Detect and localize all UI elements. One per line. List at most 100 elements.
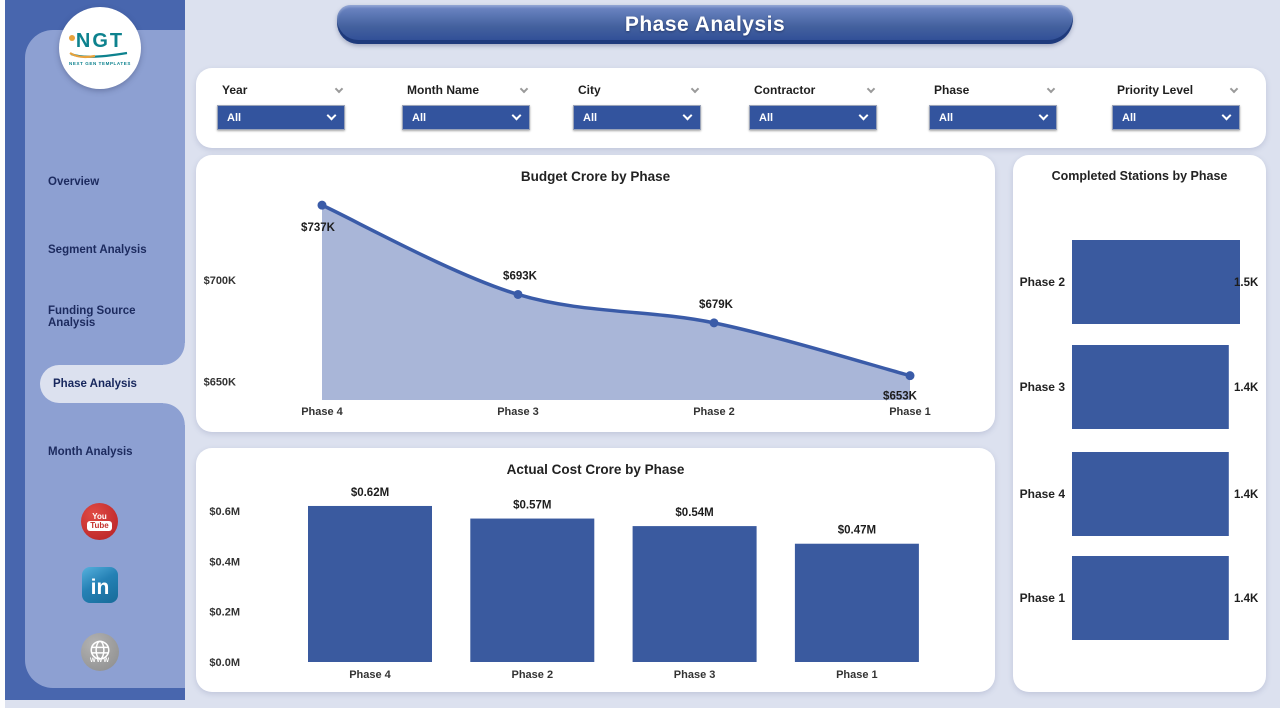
- data-label: $653K: [883, 391, 918, 403]
- filter-year: Year All: [217, 82, 345, 130]
- website-globe-icon[interactable]: WWW: [81, 633, 119, 671]
- x-axis-label: Phase 3: [674, 669, 716, 681]
- filter-header[interactable]: Month Name: [402, 82, 530, 98]
- y-axis-label: $700K: [204, 275, 236, 287]
- bar: [632, 526, 757, 662]
- x-axis-label: Phase 1: [889, 406, 931, 418]
- y-axis-label: $0.0M: [209, 657, 240, 669]
- bar-label: 1.4K: [1234, 593, 1259, 605]
- left-edge-strip: [0, 0, 5, 708]
- chart-title: Budget Crore by Phase: [520, 169, 671, 184]
- filter-month-name: Month Name All: [402, 82, 530, 130]
- chevron-down-icon: [334, 84, 344, 93]
- globe-glyph-icon: [90, 640, 110, 660]
- sidebar-item-segment-analysis[interactable]: Segment Analysis: [48, 231, 185, 269]
- contractor-dropdown[interactable]: All: [749, 105, 877, 130]
- bar-label: $0.57M: [513, 500, 551, 512]
- data-label: $737K: [301, 222, 336, 234]
- trend-line: [321, 203, 911, 378]
- youtube-icon-text: Tube: [87, 521, 112, 531]
- x-axis-label: Phase 2: [693, 406, 735, 418]
- x-axis-label: Phase 1: [836, 669, 878, 681]
- chevron-down-icon: [1046, 84, 1056, 93]
- website-icon-text: WWW: [90, 658, 110, 664]
- filter-label: Year: [222, 83, 248, 97]
- bar-label: 1.4K: [1234, 382, 1259, 394]
- sidebar-item-overview[interactable]: Overview: [48, 163, 185, 201]
- dropdown-value: All: [939, 111, 954, 124]
- youtube-icon-text: You: [92, 512, 107, 521]
- bar: [308, 505, 432, 662]
- data-point: [513, 289, 523, 299]
- dropdown-value: All: [1122, 111, 1137, 124]
- bar-label: 1.4K: [1234, 489, 1259, 501]
- logo-swoosh-icon: [69, 51, 128, 58]
- bar-label: $0.47M: [838, 525, 876, 537]
- data-label: $693K: [503, 270, 538, 282]
- chevron-down-icon: [690, 84, 700, 93]
- chevron-down-icon: [1221, 110, 1232, 121]
- category-label: Phase 4: [1020, 487, 1066, 501]
- bar: [1072, 345, 1229, 429]
- chevron-down-icon: [511, 110, 522, 121]
- x-axis-label: Phase 2: [512, 669, 554, 681]
- filter-header[interactable]: Contractor: [749, 82, 877, 98]
- bar: [1072, 240, 1240, 324]
- actual-cost-bar-chart: $0.62M Phase 4 $0.57M Phase 2 $0.54M Phase 3 $…: [209, 487, 919, 681]
- filter-phase: Phase All: [929, 82, 1057, 130]
- page-header-banner: Phase Analysis: [337, 5, 1073, 44]
- dropdown-value: All: [759, 111, 774, 124]
- priority-level-dropdown[interactable]: All: [1112, 105, 1240, 130]
- filter-header[interactable]: Year: [217, 82, 345, 98]
- year-dropdown[interactable]: All: [217, 105, 345, 130]
- page-title: Phase Analysis: [624, 12, 786, 36]
- x-axis-label: Phase 3: [497, 406, 539, 418]
- sidebar-item-month-analysis[interactable]: Month Analysis: [48, 433, 185, 471]
- ngt-logo: NGT NEXT GEN TEMPLATES: [59, 7, 141, 89]
- completed-stations-bar-chart: Phase 2 1.5K Phase 3 1.4K Phase 4 1.4K Phase 1…: [1020, 240, 1259, 640]
- bar-label: $0.62M: [351, 487, 389, 499]
- phase-dropdown[interactable]: All: [929, 105, 1057, 130]
- y-axis-label: $650K: [204, 377, 236, 389]
- bar-label: 1.5K: [1234, 277, 1259, 289]
- ngt-logo-text: NGT: [68, 31, 124, 51]
- filter-header[interactable]: Phase: [929, 82, 1057, 98]
- city-dropdown[interactable]: All: [573, 105, 701, 130]
- data-point: [905, 371, 915, 381]
- sidebar: NGT NEXT GEN TEMPLATES Overview Segment …: [5, 0, 185, 700]
- month-name-dropdown[interactable]: All: [402, 105, 530, 130]
- chevron-down-icon: [326, 110, 337, 121]
- youtube-icon[interactable]: You Tube: [81, 503, 118, 540]
- budget-crore-by-phase-card: Budget Crore by Phase $737K $693K $679K $65…: [196, 155, 995, 432]
- filter-label: Month Name: [407, 83, 479, 97]
- y-axis-label: $0.4M: [209, 556, 240, 568]
- sidebar-item-funding-source-analysis[interactable]: Funding Source Analysis: [48, 298, 185, 336]
- category-label: Phase 1: [1020, 591, 1066, 605]
- x-axis-label: Phase 4: [349, 669, 391, 681]
- y-axis-label: $0.2M: [209, 607, 240, 619]
- filter-city: City All: [573, 82, 701, 130]
- bar-label: $0.54M: [675, 507, 713, 519]
- chevron-down-icon: [858, 110, 869, 121]
- chevron-down-icon: [1229, 84, 1239, 93]
- y-axis-label: $0.6M: [209, 506, 240, 518]
- chevron-down-icon: [682, 110, 693, 121]
- dropdown-value: All: [227, 111, 242, 124]
- chevron-down-icon: [866, 84, 876, 93]
- filter-header[interactable]: Priority Level: [1112, 82, 1240, 98]
- x-axis-label: Phase 4: [301, 406, 343, 418]
- filter-label: Phase: [934, 83, 970, 97]
- filter-header[interactable]: City: [573, 82, 701, 98]
- sidebar-item-phase-analysis[interactable]: Phase Analysis: [40, 343, 185, 425]
- filter-contractor: Contractor All: [749, 82, 877, 130]
- budget-area-chart: $737K $693K $679K $653K $700K $650K Phase 4 Pha…: [204, 200, 931, 418]
- sidebar-item-label: Funding Source Analysis: [48, 305, 136, 329]
- data-point: [317, 200, 327, 210]
- logo-orange-dot-icon: [68, 34, 75, 41]
- sidebar-item-label: Overview: [48, 176, 100, 188]
- chevron-down-icon: [519, 84, 529, 93]
- data-label: $679K: [699, 299, 734, 311]
- linkedin-icon[interactable]: in: [82, 567, 118, 603]
- actual-cost-crore-by-phase-card: Actual Cost Crore by Phase $0.62M Phase 4…: [196, 448, 995, 692]
